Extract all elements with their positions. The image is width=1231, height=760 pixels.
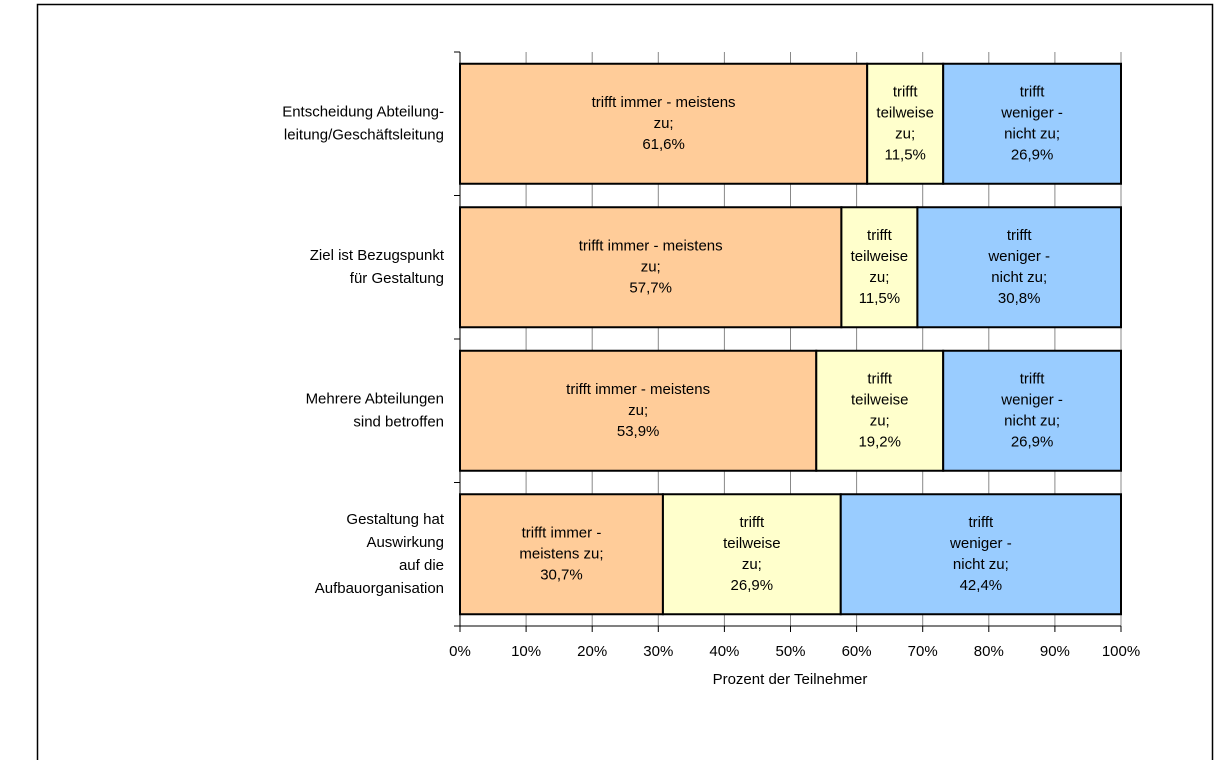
- data-label-line: zu;: [895, 125, 915, 142]
- y-tick-label-line: Ziel ist Bezugspunkt: [310, 247, 445, 264]
- data-label-line: teilweise: [851, 391, 909, 408]
- y-tick-label-line: Gestaltung hat: [346, 511, 444, 528]
- data-label-line: nicht zu;: [1004, 125, 1060, 142]
- y-tick-label-line: leitung/Geschäftsleitung: [284, 126, 444, 143]
- x-tick-label: 30%: [643, 643, 673, 660]
- data-label: trifft teilweise zu; 19,2%: [851, 370, 909, 450]
- x-tick-label: 80%: [974, 643, 1004, 660]
- data-label-line: weniger -: [1000, 104, 1063, 121]
- bar-segment: [942, 349, 1122, 472]
- x-tick-label: 90%: [1040, 643, 1070, 660]
- data-label: trifft immer - meistens zu; 57,7%: [579, 237, 723, 296]
- data-label-line: zu;: [870, 412, 890, 429]
- data-label-value: 11,5%: [884, 146, 925, 163]
- bar-segment: [459, 349, 818, 472]
- frame: [36, 3, 1214, 760]
- data-label-line: zu;: [628, 402, 648, 419]
- data-label-line: weniger -: [1000, 391, 1063, 408]
- data-label-line: weniger -: [987, 248, 1050, 265]
- x-tick-label: 0%: [449, 643, 471, 660]
- data-label-value: 19,2%: [858, 433, 901, 450]
- data-label-line: nicht zu;: [991, 269, 1047, 286]
- x-axis-label: Prozent der Teilnehmer: [713, 671, 868, 688]
- data-label: trifft teilweise zu; 11,5%: [851, 227, 909, 307]
- x-tick-label: 40%: [709, 643, 739, 660]
- x-tick-label: 50%: [775, 643, 805, 660]
- bar-segment: [942, 62, 1122, 185]
- data-label-line: zu;: [654, 115, 674, 132]
- x-tick-label: 70%: [908, 643, 938, 660]
- bar-segment: [916, 206, 1122, 329]
- data-label-line: teilweise: [723, 535, 781, 552]
- y-tick-label-line: Mehrere Abteilungen: [306, 390, 444, 407]
- x-tick-label: 20%: [577, 643, 607, 660]
- data-label: trifft immer - meistens zu; 30,7%: [519, 524, 603, 583]
- data-label-value: 26,9%: [1011, 146, 1054, 163]
- bar-segment: [459, 493, 664, 616]
- x-tick-label: 100%: [1102, 643, 1140, 660]
- bar-segment: [839, 493, 1123, 616]
- data-label: trifft weniger - nicht zu; 42,4%: [949, 514, 1012, 594]
- bar-segment: [866, 62, 945, 185]
- data-label-line: meistens zu;: [519, 545, 603, 562]
- data-label-line: nicht zu;: [1004, 412, 1060, 429]
- y-tick-label-line: Auswirkung: [366, 534, 444, 551]
- data-label-line: trifft: [1007, 227, 1033, 244]
- data-label-line: trifft: [867, 227, 893, 244]
- bar-segment: [840, 206, 919, 329]
- data-label-line: zu;: [742, 556, 762, 573]
- y-tick-label: Gestaltung hat Auswirkung auf die Aufbauorg…: [315, 511, 445, 597]
- data-label-line: weniger -: [949, 535, 1012, 552]
- data-label-value: 42,4%: [960, 577, 1003, 594]
- data-label-value: 53,9%: [617, 423, 660, 440]
- y-tick-label: Mehrere Abteilungen sind betroffen: [306, 390, 444, 430]
- y-tick-label-line: sind betroffen: [353, 413, 444, 430]
- data-label-value: 61,6%: [642, 136, 685, 153]
- data-label-line: trifft: [867, 370, 893, 387]
- data-label: trifft weniger - nicht zu; 30,8%: [987, 227, 1050, 307]
- data-label-line: trifft: [969, 514, 995, 531]
- y-tick-label-line: für Gestaltung: [350, 270, 444, 287]
- data-label-line: trifft immer - meistens: [579, 237, 723, 254]
- y-tick-label-line: Aufbauorganisation: [315, 580, 444, 597]
- y-tick-label: Ziel ist Bezugspunkt für Gestaltung: [310, 247, 445, 287]
- data-label-value: 30,8%: [998, 290, 1041, 307]
- y-tick-label-line: Entscheidung Abteilung-: [282, 103, 444, 120]
- data-label-value: 26,9%: [1011, 433, 1054, 450]
- data-label: trifft teilweise zu; 11,5%: [876, 83, 934, 163]
- data-label-line: trifft immer -: [522, 524, 602, 541]
- data-label: trifft teilweise zu; 26,9%: [723, 514, 781, 594]
- data-label: trifft immer - meistens zu; 53,9%: [566, 381, 710, 440]
- bar-segment: [815, 349, 945, 472]
- data-label-line: nicht zu;: [953, 556, 1009, 573]
- data-label-value: 11,5%: [859, 290, 900, 307]
- bar-segment: [661, 493, 842, 616]
- data-label-line: teilweise: [876, 104, 934, 121]
- data-label: trifft immer - meistens zu; 61,6%: [592, 94, 736, 153]
- data-label-line: trifft: [1020, 83, 1046, 100]
- data-label-line: trifft: [739, 514, 765, 531]
- data-label: trifft weniger - nicht zu; 26,9%: [1000, 83, 1063, 163]
- data-label-line: trifft: [893, 83, 919, 100]
- data-label-line: zu;: [641, 258, 661, 275]
- data-label-value: 26,9%: [731, 577, 774, 594]
- data-label-line: zu;: [869, 269, 889, 286]
- data-label-value: 57,7%: [629, 279, 672, 296]
- data-label: trifft weniger - nicht zu; 26,9%: [1000, 370, 1063, 450]
- data-label-line: teilweise: [851, 248, 909, 265]
- y-tick-label-line: auf die: [399, 557, 444, 574]
- y-tick-label: Entscheidung Abteilung-leitung/Geschäfts…: [282, 103, 444, 143]
- data-label-value: 30,7%: [540, 566, 583, 583]
- x-tick-label: 60%: [842, 643, 872, 660]
- data-label-line: trifft immer - meistens: [592, 94, 736, 111]
- data-label-line: trifft: [1020, 370, 1046, 387]
- data-label-line: trifft immer - meistens: [566, 381, 710, 398]
- x-tick-label: 10%: [511, 643, 541, 660]
